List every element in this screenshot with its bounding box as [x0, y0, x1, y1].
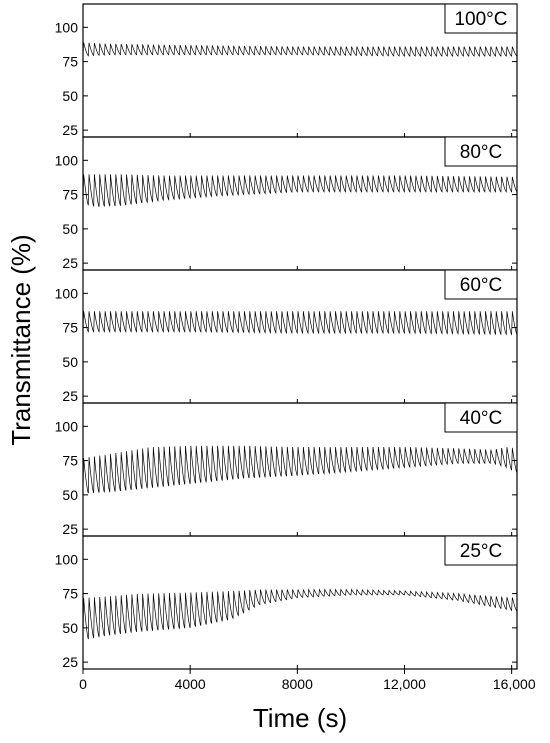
y-tick-label-1-3: 100 — [55, 152, 79, 168]
x-axis: 0 4000 8000 12,000 16,000 — [79, 669, 536, 692]
x-tick-label-1: 4000 — [175, 676, 206, 692]
panel-frame-4 — [82, 535, 518, 670]
x-tick-label-3: 12,000 — [383, 676, 426, 692]
temp-label-2: 60°C — [460, 275, 502, 296]
y-tick-label-0-1: 50 — [62, 88, 78, 104]
y-tick-label-0-3: 100 — [55, 19, 79, 35]
y-tick-label-1-0: 25 — [62, 255, 78, 271]
temp-label-4: 25°C — [460, 541, 502, 562]
temp-label-box-4 — [444, 535, 518, 566]
y-tick-label-0-2: 75 — [62, 54, 78, 70]
temp-label-box-3 — [444, 402, 518, 433]
y-tick-label-3-1: 50 — [62, 487, 78, 503]
y-tick-label-4-1: 50 — [62, 620, 78, 636]
series-line-1 — [82, 174, 518, 207]
y-tick-label-4-0: 25 — [62, 654, 78, 670]
y-tick-label-1-1: 50 — [62, 221, 78, 237]
panel-3: 25 50 75 100 40°C — [55, 402, 518, 537]
temp-label-box-0 — [444, 3, 518, 34]
series-line-0 — [82, 42, 518, 57]
y-tick-label-4-3: 100 — [55, 551, 79, 567]
y-tick-label-2-0: 25 — [62, 388, 78, 404]
panel-2: 25 50 75 100 60°C — [55, 269, 518, 404]
panel-4: 25 50 75 100 25°C — [55, 535, 518, 670]
panel-0: 25 50 75 100 100°C — [55, 3, 518, 138]
temp-label-3: 40°C — [460, 408, 502, 429]
y-tick-label-3-2: 75 — [62, 453, 78, 469]
temp-label-box-1 — [444, 136, 518, 167]
x-tick-label-2: 8000 — [282, 676, 313, 692]
y-axis-title: Transmittance (%) — [6, 234, 36, 445]
y-tick-label-1-2: 75 — [62, 187, 78, 203]
x-axis-title: Time (s) — [253, 703, 347, 733]
series-line-2 — [82, 311, 518, 336]
y-tick-label-2-1: 50 — [62, 354, 78, 370]
y-tick-label-4-2: 75 — [62, 586, 78, 602]
panels-group: 25 50 75 100 100°C 25 50 75 100 80°C 25 50 75 100 60°C… — [55, 3, 518, 670]
x-tick-label-0: 0 — [79, 676, 87, 692]
y-tick-label-2-3: 100 — [55, 285, 79, 301]
temp-label-1: 80°C — [460, 142, 502, 163]
temp-label-box-2 — [444, 269, 518, 300]
y-tick-label-3-3: 100 — [55, 418, 79, 434]
y-tick-label-2-2: 75 — [62, 320, 78, 336]
temp-label-0: 100°C — [454, 9, 507, 30]
y-tick-label-3-0: 25 — [62, 521, 78, 537]
series-line-3 — [82, 445, 518, 494]
x-tick-label-4: 16,000 — [493, 676, 536, 692]
series-line-4 — [82, 588, 518, 641]
y-tick-label-0-0: 25 — [62, 122, 78, 138]
panel-1: 25 50 75 100 80°C — [55, 136, 518, 271]
